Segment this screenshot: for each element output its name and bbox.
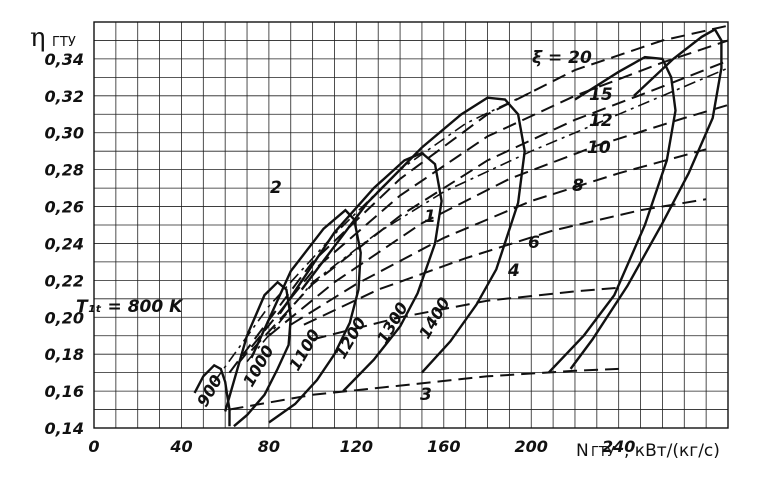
xi-curve-label: 3 — [420, 385, 432, 405]
xi-curve-label: 12 — [589, 111, 613, 131]
xi-curve-20 — [228, 24, 729, 374]
y-tick-label: 0,14 — [45, 419, 84, 438]
y-tick-label: 0,22 — [45, 271, 84, 290]
temperature-curve-1000 — [250, 208, 362, 424]
x-axis-main: N — [576, 441, 589, 461]
y-tick-label: 0,34 — [45, 50, 84, 69]
y-axis-symbol: η — [30, 23, 46, 53]
y-tick-label: 0,20 — [45, 308, 84, 327]
xi-curve-4 — [312, 286, 619, 341]
xi-curve-label: 4 — [507, 261, 520, 281]
optimum-line-2 — [213, 91, 532, 383]
xi-curve-12 — [250, 59, 729, 352]
xi-curve-6 — [303, 198, 707, 326]
x-tick-label: 120 — [340, 437, 373, 456]
xi-curve-3 — [229, 367, 619, 411]
xi-curve-label: 6 — [528, 233, 540, 253]
plot-frame — [93, 21, 729, 429]
tick-labels: 0 40 80 120 160 200 240 0,14 0,16 0,18 0,20 0,22 0,2… — [45, 50, 636, 456]
x-tick-label: 200 — [515, 437, 548, 456]
x-tick-label: 0 — [88, 437, 99, 456]
temperature-curve-800 — [193, 363, 231, 427]
xi-curve-label: 8 — [572, 176, 584, 196]
y-axis-subscript: ГТУ — [52, 35, 76, 50]
line-1-label: 1 — [424, 207, 436, 227]
temperature-curve-label: 1400 — [415, 294, 454, 342]
xi-curve-10 — [268, 104, 729, 337]
x-tick-label: 80 — [258, 437, 280, 456]
y-tick-label: 0,18 — [45, 345, 84, 364]
xi-curve-label: 15 — [589, 85, 613, 105]
temperature-curve-1300 — [547, 55, 677, 374]
xi-label: ξ = 20 — [532, 48, 592, 68]
x-axis-unit: , кВт/(кг/с) — [624, 441, 720, 461]
y-tick-label: 0,24 — [45, 234, 84, 253]
y-tick-label: 0,16 — [45, 382, 84, 401]
temperature-curve-label: 1200 — [331, 314, 370, 362]
optimum-line-1 — [246, 67, 729, 363]
y-tick-label: 0,26 — [45, 198, 84, 217]
y-tick-label: 0,32 — [45, 87, 84, 106]
xi-curve-8 — [290, 148, 707, 326]
curves — [193, 24, 729, 428]
line-2-label: 2 — [270, 178, 282, 198]
grid — [93, 21, 729, 429]
temperature-label: T₁ₜ = 800 K — [76, 297, 184, 317]
temperature-curve-1200 — [300, 96, 526, 374]
x-tick-label: 160 — [427, 437, 460, 456]
xi-curve-label: 10 — [587, 138, 611, 158]
y-tick-label: 0,30 — [45, 124, 84, 143]
temperature-curve-label: 1000 — [239, 342, 278, 390]
temperature-curve-1100 — [278, 151, 443, 392]
temperature-curve-1400 — [569, 27, 723, 370]
x-tick-label: 40 — [169, 437, 192, 456]
xi-curve-15 — [237, 39, 729, 365]
y-tick-label: 0,28 — [45, 161, 84, 180]
x-axis-sub: ГТУ — [591, 445, 615, 460]
x-tick-label: 240 — [602, 437, 635, 456]
